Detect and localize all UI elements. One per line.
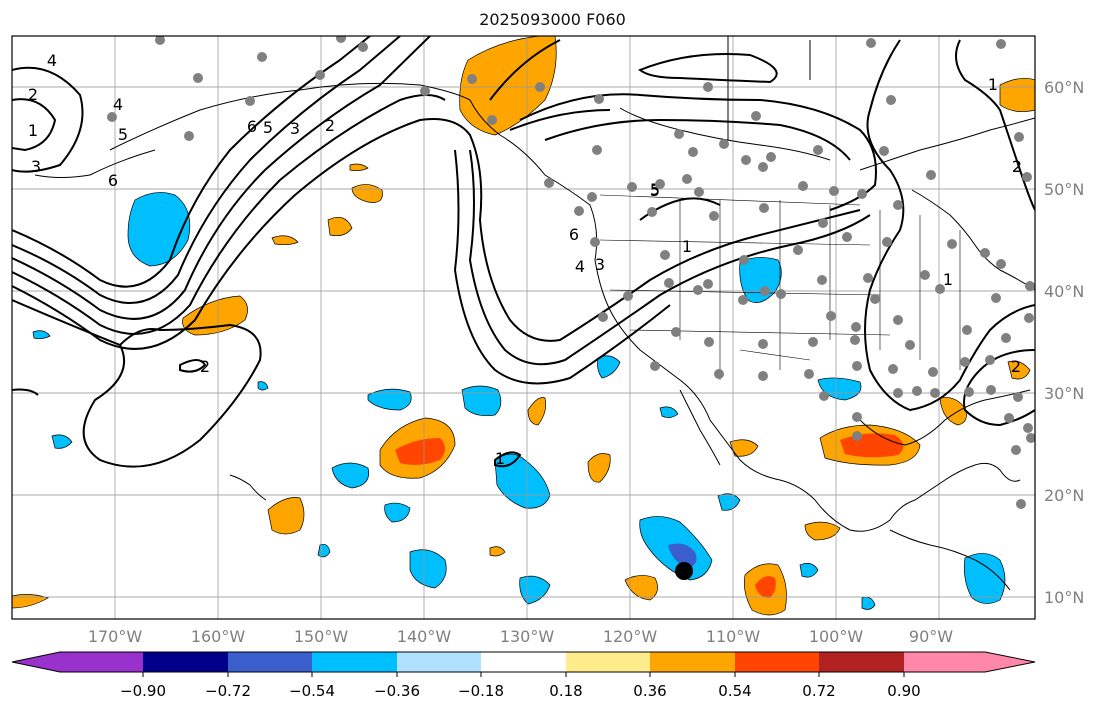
contour-label: 4: [575, 257, 585, 276]
lat-label: 20°N: [1044, 486, 1084, 505]
lon-label: 170°W: [88, 627, 143, 646]
lon-label: 120°W: [603, 627, 658, 646]
contour-label: 5: [650, 181, 660, 200]
colorbar-segment: [228, 652, 312, 672]
contour-label: 1: [943, 270, 953, 289]
coastlines: [34, 36, 1035, 591]
lon-label: 160°W: [191, 627, 246, 646]
colorbar-segment: [735, 652, 819, 672]
lat-label: 30°N: [1044, 384, 1084, 403]
contour-label: 3: [595, 255, 605, 274]
contour-label: 1: [988, 75, 998, 94]
lon-label: 130°W: [500, 627, 555, 646]
colorbar-segment: [904, 652, 1035, 672]
colorbar-segment: [566, 652, 650, 672]
colorbar-tick-label: 0.36: [633, 682, 666, 700]
colorbar: −0.90 −0.72 −0.54 −0.36 −0.18 0.18 0.36 …: [11, 651, 1036, 700]
contour-label: 6: [247, 117, 257, 136]
lat-label: 10°N: [1044, 588, 1084, 607]
contour-label: 3: [31, 157, 41, 176]
graticule: [12, 36, 1035, 619]
map-title: 2025093000 F060: [479, 10, 626, 29]
contour-label: 6: [569, 225, 579, 244]
colorbar-tick-label: 0.18: [549, 682, 582, 700]
contour-label: 2: [1012, 157, 1022, 176]
contour-label: 1: [28, 121, 38, 140]
colorbar-tick-label: −0.36: [374, 682, 420, 700]
colorbar-tick-label: 0.72: [802, 682, 835, 700]
contour-label: 5: [650, 180, 660, 199]
lat-label: 40°N: [1044, 282, 1084, 301]
lat-label: 60°N: [1044, 78, 1084, 97]
colorbar-tick-label: −0.54: [289, 682, 335, 700]
contour-label: 4: [47, 51, 57, 70]
lon-label: 140°W: [397, 627, 452, 646]
station-markers: [107, 36, 1035, 509]
contour-label: 2: [200, 357, 210, 376]
colorbar-segment: [143, 652, 228, 672]
contour-label: 5: [118, 125, 128, 144]
contour-label: 2: [325, 116, 335, 135]
contour-label: 1: [495, 449, 505, 468]
colorbar-tick-label: 0.54: [718, 682, 751, 700]
colorbar-segment: [397, 652, 481, 672]
contour-label: 1: [682, 237, 692, 256]
lat-label: 50°N: [1044, 180, 1084, 199]
lon-label: 150°W: [294, 627, 349, 646]
contour-label: 2: [28, 85, 38, 104]
lon-label: 90°W: [909, 627, 953, 646]
contour-label: 2: [1011, 357, 1021, 376]
contour-label: 6: [108, 171, 118, 190]
lon-label: 110°W: [706, 627, 761, 646]
contour-label: 5: [263, 118, 273, 137]
longitude-labels: 170°W 160°W 150°W 140°W 130°W 120°W 110°…: [88, 627, 953, 646]
lon-label: 100°W: [809, 627, 864, 646]
colorbar-segment: [312, 652, 397, 672]
contour-label: 4: [113, 95, 123, 114]
colorbar-segment: [819, 652, 904, 672]
colorbar-tick-label: −0.18: [458, 682, 504, 700]
contour-labels: 4 2 1 3 4 5 6 6 5 3 2 2 6 5 4 3 1 5 1 2 …: [28, 51, 1022, 468]
map-frame: [11, 35, 1036, 620]
contour-label: 3: [290, 119, 300, 138]
colorbar-tick-label: 0.90: [887, 682, 920, 700]
latitude-labels: 60°N 50°N 40°N 30°N 20°N 10°N: [1044, 78, 1084, 607]
colorbar-segment: [12, 652, 143, 672]
colorbar-tick-label: −0.72: [205, 682, 251, 700]
colorbar-segment: [481, 652, 566, 672]
colorbar-tick-label: −0.90: [120, 682, 166, 700]
map-area: 4 2 1 3 4 5 6 6 5 3 2 2 6 5 4 3 1 5 1 2 …: [12, 36, 1035, 619]
highlight-marker: [675, 562, 693, 580]
colorbar-segment: [650, 652, 735, 672]
positive-anomaly-fill: [12, 36, 1035, 616]
